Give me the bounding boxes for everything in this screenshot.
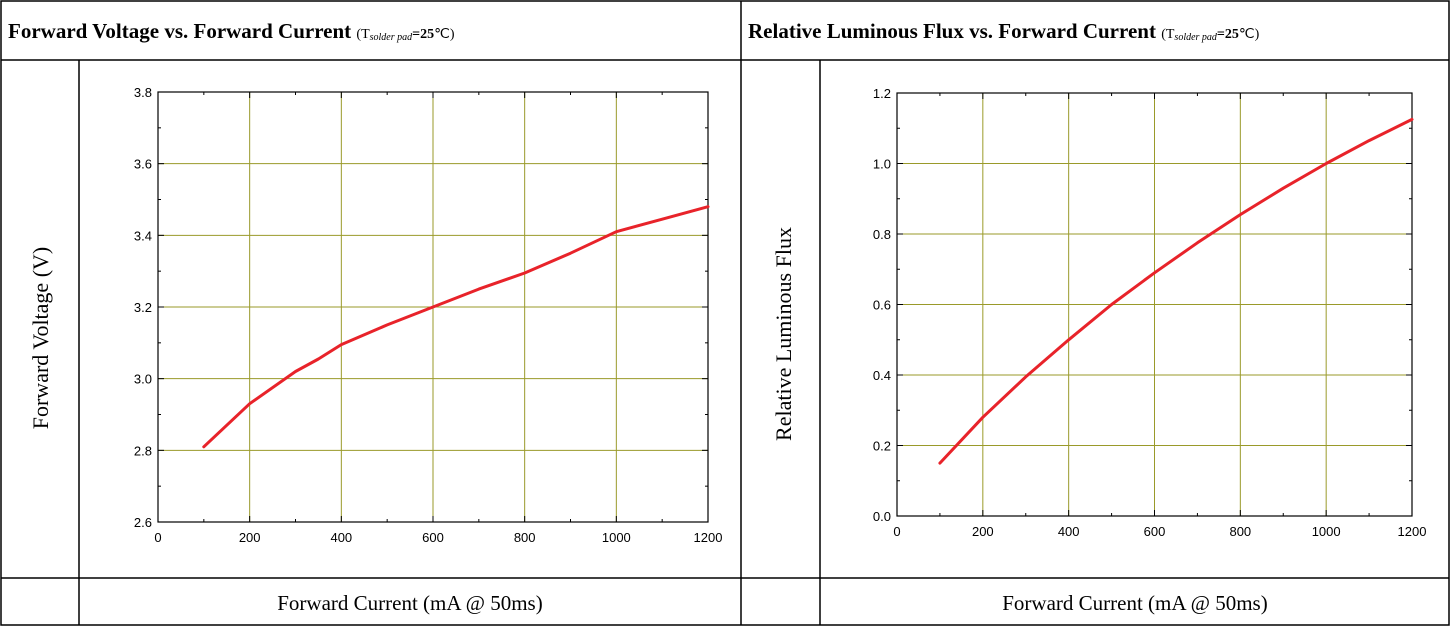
x-tick-label: 600 xyxy=(422,530,444,545)
relative-luminous-flux-chart: Relative Luminous Flux vs. Forward Curre… xyxy=(748,19,1426,615)
x-tick-label: 1000 xyxy=(1312,524,1341,539)
y-tick-label: 2.6 xyxy=(134,515,152,530)
x-tick-label: 0 xyxy=(893,524,900,539)
x-tick-label: 200 xyxy=(972,524,994,539)
x-tick-label: 400 xyxy=(330,530,352,545)
chart-title: Forward Voltage vs. Forward Current (Tso… xyxy=(8,19,455,43)
x-axis-label: Forward Current (mA @ 50ms) xyxy=(277,591,542,615)
x-tick-label: 1200 xyxy=(1398,524,1427,539)
y-tick-label: 3.0 xyxy=(134,372,152,387)
plot-area: 0 200 400 600 800 1000 1200 0.0 0.2 0.4 0.6 0.8 1.0 1… xyxy=(873,86,1427,539)
x-axis-label: Forward Current (mA @ 50ms) xyxy=(1002,591,1267,615)
x-tick-label: 200 xyxy=(239,530,261,545)
y-tick-label: 0.8 xyxy=(873,227,891,242)
x-tick-label: 800 xyxy=(1229,524,1251,539)
y-tick-label: 3.8 xyxy=(134,85,152,100)
plot-area: 0 200 400 600 800 1000 1200 2.6 2.8 3.0 3.2 3.4 3.6 3… xyxy=(134,85,723,545)
x-tick-label: 800 xyxy=(514,530,536,545)
x-tick-label: 1200 xyxy=(694,530,723,545)
x-tick-label: 0 xyxy=(154,530,161,545)
y-tick-label: 2.8 xyxy=(134,443,152,458)
y-tick-label: 3.2 xyxy=(134,300,152,315)
y-tick-label: 1.0 xyxy=(873,157,891,172)
y-tick-label: 3.6 xyxy=(134,157,152,172)
y-axis-label: Relative Luminous Flux xyxy=(771,227,796,441)
y-tick-label: 0.4 xyxy=(873,368,891,383)
series-line xyxy=(938,117,1414,465)
y-tick-label: 0.2 xyxy=(873,439,891,454)
chart-title: Relative Luminous Flux vs. Forward Curre… xyxy=(748,19,1260,43)
series-line xyxy=(202,205,710,449)
y-tick-label: 0.0 xyxy=(873,509,891,524)
y-axis-label: Forward Voltage (V) xyxy=(28,247,53,430)
forward-voltage-chart: Forward Voltage vs. Forward Current (Tso… xyxy=(8,19,722,615)
x-tick-label: 1000 xyxy=(602,530,631,545)
x-tick-label: 400 xyxy=(1058,524,1080,539)
y-tick-label: 1.2 xyxy=(873,86,891,101)
y-tick-label: 0.6 xyxy=(873,298,891,313)
y-tick-label: 3.4 xyxy=(134,228,152,243)
x-tick-label: 600 xyxy=(1144,524,1166,539)
